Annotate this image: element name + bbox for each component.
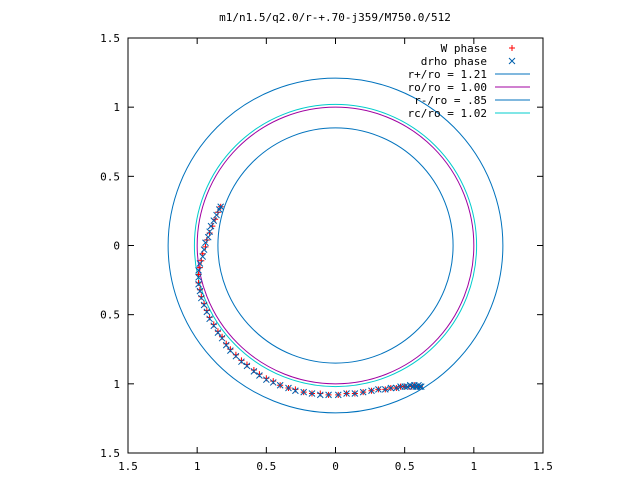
data-point [393,384,400,392]
data-point [199,253,207,260]
circle-series [193,103,478,388]
data-point [218,334,226,342]
data-point [223,340,230,347]
data-point [401,383,409,390]
x-tick-label: 1 [194,460,201,473]
data-point [197,294,205,302]
x-tick-label: 0 [332,460,339,473]
data-point [195,279,202,286]
data-point [243,361,250,368]
data-point [334,391,342,399]
legend-swatch [509,45,515,51]
data-point [203,308,211,316]
x-tick-label: 0.5 [395,460,415,473]
y-tick-label: 0.5 [100,170,120,183]
data-point [210,322,218,330]
legend-label: drho phase [421,55,487,68]
data-point [256,371,263,378]
x-tick-label: 1.5 [533,460,553,473]
x-tick-label: 0.5 [256,460,276,473]
data-point [214,329,222,337]
point-series [195,203,425,399]
data-point [195,273,202,281]
legend-label: ro/ro = 1.00 [408,81,487,94]
data-point [263,375,270,382]
data-point [222,341,230,349]
data-point [316,391,324,399]
data-point [375,386,382,393]
data-point [206,315,213,323]
y-tick-label: 1.5 [100,447,120,460]
data-point [250,367,257,373]
data-point [250,368,258,375]
data-point [285,384,292,392]
data-point [276,381,284,389]
data-point [204,233,212,241]
data-point [195,271,202,278]
chart-title: m1/n1.5/q2.0/r-+.70-j359/M750.0/512 [219,11,451,24]
data-point [243,362,251,370]
data-point [238,358,245,366]
axes-layer: 1.5 1 0.5 0 0.5 1 1.51.510.500.511.5 [100,32,553,473]
legend-label: W phase [441,42,487,55]
data-point [381,386,389,393]
data-point [209,223,216,230]
data-point [256,372,263,379]
point-series [195,203,423,398]
data-point [206,228,213,236]
data-point [196,260,204,267]
y-tick-label: 0 [113,240,120,253]
data-point [300,388,308,396]
data-point [227,347,234,354]
legend-swatch [508,57,516,65]
legend-label: r-/ro = .85 [414,94,487,107]
data-point [270,378,277,385]
data-point [325,391,332,399]
data-point [215,206,223,213]
series-layer [167,77,504,414]
data-point [317,390,324,397]
circle-series [196,106,475,385]
data-point [200,301,208,309]
data-point [308,390,316,397]
data-point [210,321,217,328]
x-tick-label: 1.5 [118,460,138,473]
circle-series [217,127,454,364]
data-point [292,387,299,395]
data-point [232,351,239,358]
data-point [416,383,424,390]
data-point [195,267,202,274]
data-point [292,386,299,393]
legend-label: r+/ro = 1.21 [408,68,487,81]
data-point [238,357,245,364]
data-point [343,390,350,397]
data-point [232,352,240,360]
data-point [206,314,213,321]
y-tick-label: 1.5 [100,32,120,45]
data-point [359,388,367,396]
data-point [387,384,395,392]
y-tick-label: 1 [113,101,120,114]
circle-series [167,77,504,414]
data-point [207,222,215,230]
data-point [202,239,209,247]
data-point [351,390,359,397]
data-point [269,379,277,386]
data-point [195,280,202,288]
y-tick-label: 1 [113,378,120,391]
data-point [262,376,270,384]
data-point [199,250,206,257]
data-point [368,387,375,395]
data-point [214,328,221,335]
data-point [417,383,425,390]
x-tick-label: 1 [471,460,478,473]
legend-label: rc/ro = 1.02 [408,107,487,120]
data-point [200,246,208,254]
data-point [210,217,218,224]
data-point [213,211,220,219]
data-point [196,287,204,295]
y-tick-label: 0.5 [100,309,120,322]
